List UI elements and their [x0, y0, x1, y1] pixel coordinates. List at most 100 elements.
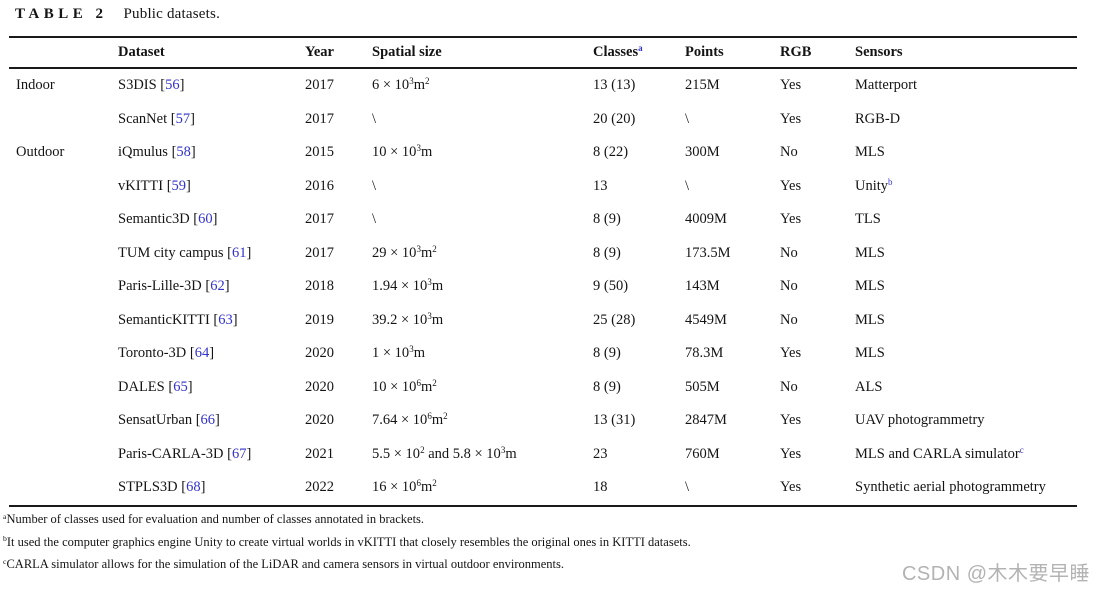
table-row: Semantic3D [60] 2017 \ 8 (9) 4009M Yes TLS	[9, 203, 1077, 237]
cell-dataset: SemanticKITTI [63]	[118, 311, 238, 328]
citation-link[interactable]: 56	[165, 77, 180, 94]
cell-sensors: TLS	[855, 211, 881, 228]
cell-dataset: Paris-CARLA-3D [67]	[118, 445, 252, 462]
cell-year: 2017	[305, 110, 334, 127]
superscript: c	[3, 556, 7, 566]
table-row: vKITTI [59] 2016 \ 13 \ Yes Unityb	[9, 170, 1077, 204]
cell-dataset: DALES [65]	[118, 378, 193, 395]
cell-classes: 20 (20)	[593, 110, 636, 127]
cell-rgb: No	[780, 278, 798, 295]
superscript: 6	[427, 411, 432, 422]
cell-points: 215M	[685, 77, 720, 94]
table-row: Paris-CARLA-3D [67] 2021 5.5 × 102 and 5.8…	[9, 438, 1077, 472]
cell-dataset: TUM city campus [61]	[118, 244, 252, 261]
cell-rgb: Yes	[780, 445, 802, 462]
cell-sensors: ALS	[855, 378, 883, 395]
cell-classes: 13	[593, 177, 608, 194]
cell-points: 300M	[685, 144, 720, 161]
table-row: STPLS3D [68] 2022 16 × 106m2 18 \ Yes Syntheti…	[9, 471, 1077, 505]
cell-points: 505M	[685, 378, 720, 395]
cell-year: 2017	[305, 244, 334, 261]
superscript: 2	[443, 411, 448, 422]
citation-link[interactable]: 62	[210, 278, 225, 295]
superscript: 3	[427, 310, 432, 321]
cell-points: 78.3M	[685, 345, 724, 362]
cell-classes: 9 (50)	[593, 278, 629, 295]
cell-sensors: MLS	[855, 244, 885, 261]
cell-spatial: \	[372, 177, 377, 194]
cell-group: Indoor	[16, 77, 55, 94]
citation-link[interactable]: 66	[200, 412, 216, 429]
cell-dataset: S3DIS [56]	[118, 77, 185, 94]
cell-points: \	[685, 479, 690, 496]
cell-spatial: 1.94 × 103m	[372, 277, 444, 295]
superscript: 6	[416, 478, 421, 489]
cell-spatial: 5.5 × 102 and 5.8 × 103m	[372, 444, 517, 462]
citation-link[interactable]: 65	[173, 378, 188, 395]
cell-sensors: MLS	[855, 278, 885, 295]
citation-link[interactable]: 67	[231, 445, 247, 462]
public-datasets-table: Dataset Year Spatial size Classesa Points RGB…	[9, 36, 1077, 507]
cell-dataset: ScanNet [57]	[118, 110, 195, 127]
cell-sensors: Matterport	[855, 77, 918, 94]
cell-sensors: UAV photogrammetry	[855, 412, 985, 429]
cell-classes: 8 (9)	[593, 244, 621, 261]
cell-spatial: 6 × 103m2	[372, 76, 430, 94]
superscript: 3	[416, 143, 421, 154]
cell-rgb: Yes	[780, 211, 802, 228]
header-cell-sensors: Sensors	[855, 44, 903, 60]
cell-spatial: 10 × 106m2	[372, 377, 437, 395]
citation-link[interactable]: 57	[175, 110, 191, 127]
superscript: 3	[427, 277, 432, 288]
cell-rgb: No	[780, 378, 798, 395]
superscript: 3	[409, 76, 414, 87]
footnote-marker: c	[1019, 444, 1024, 455]
cell-points: 173.5M	[685, 244, 731, 261]
table-row: SemanticKITTI [63] 2019 39.2 × 103m 25 (28)…	[9, 304, 1077, 338]
csdn-watermark: CSDN @木木要早睡	[901, 563, 1090, 585]
superscript: 2	[420, 444, 425, 455]
cell-sensors: MLS	[855, 311, 885, 328]
cell-points: 4549M	[685, 311, 727, 328]
table-row: Toronto-3D [64] 2020 1 × 103m 8 (9) 78.3M Yes…	[9, 337, 1077, 371]
table-row: TUM city campus [61] 2017 29 × 103m2 8 (9) 1…	[9, 237, 1077, 271]
cell-rgb: No	[780, 311, 798, 328]
cell-spatial: 29 × 103m2	[372, 243, 437, 261]
table-row: DALES [65] 2020 10 × 106m2 8 (9) 505M No ALS	[9, 371, 1077, 405]
cell-classes: 8 (9)	[593, 211, 621, 228]
cell-sensors: MLS	[855, 144, 885, 161]
cell-year: 2016	[305, 177, 334, 194]
header-cell-classes: Classesa	[593, 43, 643, 60]
footnote-b: bIt used the computer graphics engine Un…	[3, 534, 691, 549]
footnote-a: aNumber of classes used for evaluation a…	[3, 511, 425, 526]
cell-points: 143M	[685, 278, 720, 295]
footnotes: aNumber of classes used for evaluation a…	[3, 508, 691, 576]
cell-rgb: No	[780, 244, 798, 261]
citation-link[interactable]: 68	[186, 479, 201, 496]
cell-dataset: Toronto-3D [64]	[118, 345, 215, 362]
cell-classes: 8 (9)	[593, 378, 621, 395]
citation-link[interactable]: 61	[231, 244, 247, 261]
cell-year: 2017	[305, 211, 334, 228]
table-number-label: TABLE 2	[15, 6, 108, 22]
cell-rgb: Yes	[780, 77, 802, 94]
cell-spatial: \	[372, 211, 377, 228]
cell-classes: 23	[593, 445, 608, 462]
cell-year: 2020	[305, 378, 334, 395]
citation-link[interactable]: 64	[194, 345, 210, 362]
table-row: ScanNet [57] 2017 \ 20 (20) \ Yes RGB-D	[9, 103, 1077, 137]
cell-rgb: No	[780, 144, 798, 161]
cell-points: 4009M	[685, 211, 727, 228]
cell-points: 2847M	[685, 412, 727, 429]
cell-sensors: MLS and CARLA simulatorc	[855, 444, 1024, 462]
cell-dataset: vKITTI [59]	[118, 177, 191, 194]
header-cell-spatial-size: Spatial size	[372, 44, 442, 60]
cell-rgb: Yes	[780, 345, 802, 362]
citation-link[interactable]: 58	[176, 144, 191, 161]
cell-dataset: SensatUrban [66]	[118, 412, 220, 429]
citation-link[interactable]: 59	[171, 177, 187, 194]
citation-link[interactable]: 63	[218, 311, 233, 328]
footnote-c: cCARLA simulator allows for the simulati…	[3, 556, 564, 571]
citation-link[interactable]: 60	[198, 211, 213, 228]
cell-spatial: 16 × 106m2	[372, 478, 437, 496]
